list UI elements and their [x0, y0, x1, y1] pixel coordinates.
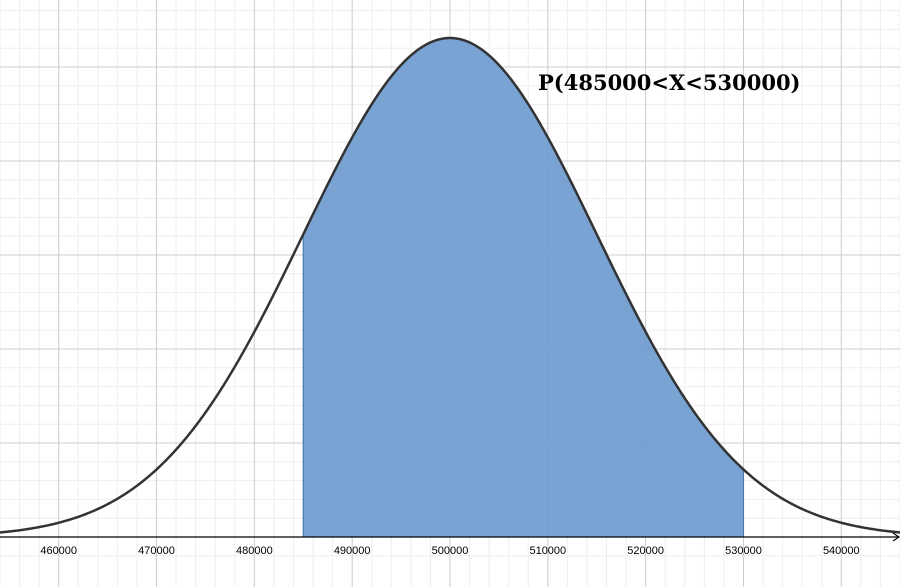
x-tick-label: 520000 — [627, 545, 664, 557]
x-tick-label: 530000 — [725, 545, 762, 557]
density-curve — [0, 36, 900, 534]
x-tick-label: 480000 — [236, 545, 273, 557]
probability-annotation: P(485000<X<530000) — [538, 70, 801, 95]
x-tick-label: 490000 — [334, 545, 371, 557]
x-tick-label: 540000 — [823, 545, 860, 557]
x-tick-label: 460000 — [40, 545, 77, 557]
shaded-probability-area — [303, 38, 744, 537]
x-tick-label: 470000 — [138, 545, 175, 557]
x-tick-label: 500000 — [432, 545, 469, 557]
x-tick-labels: 460000 470000 480000 490000 500000 510000 5200… — [40, 545, 859, 557]
x-axis-arrow-icon — [892, 532, 900, 542]
x-tick-label: 510000 — [529, 545, 566, 557]
